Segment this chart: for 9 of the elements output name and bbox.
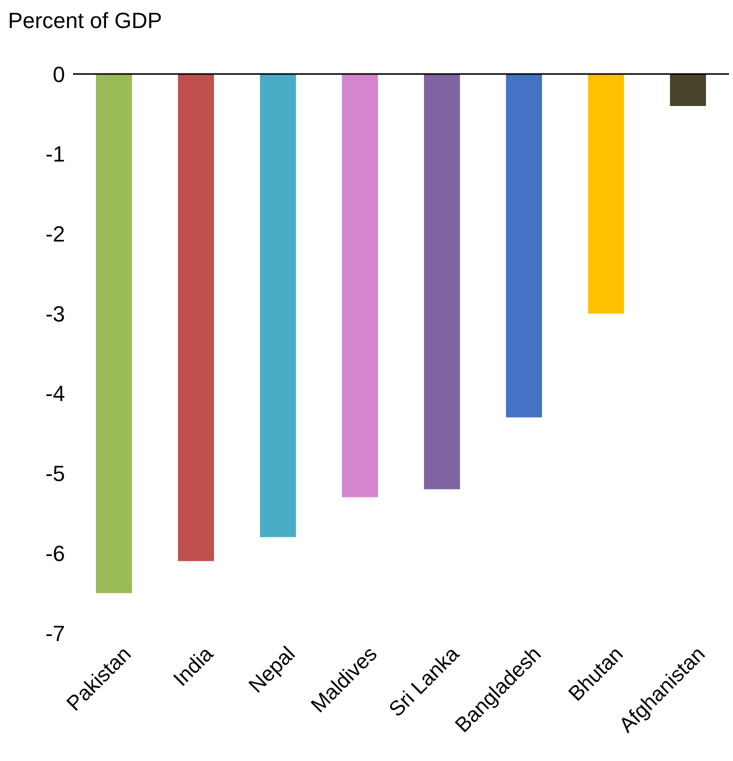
y-tick-label: -4 xyxy=(45,381,65,406)
y-tick-label: -2 xyxy=(45,222,65,247)
y-axis-title: Percent of GDP xyxy=(8,8,162,34)
y-tick-label: 0 xyxy=(52,62,65,87)
y-tick-label: -6 xyxy=(45,540,65,566)
y-tick-label: -3 xyxy=(45,301,65,326)
y-tick-label: -5 xyxy=(45,461,65,486)
y-tick-label: -1 xyxy=(45,142,65,167)
y-tick-label: -7 xyxy=(45,620,65,646)
